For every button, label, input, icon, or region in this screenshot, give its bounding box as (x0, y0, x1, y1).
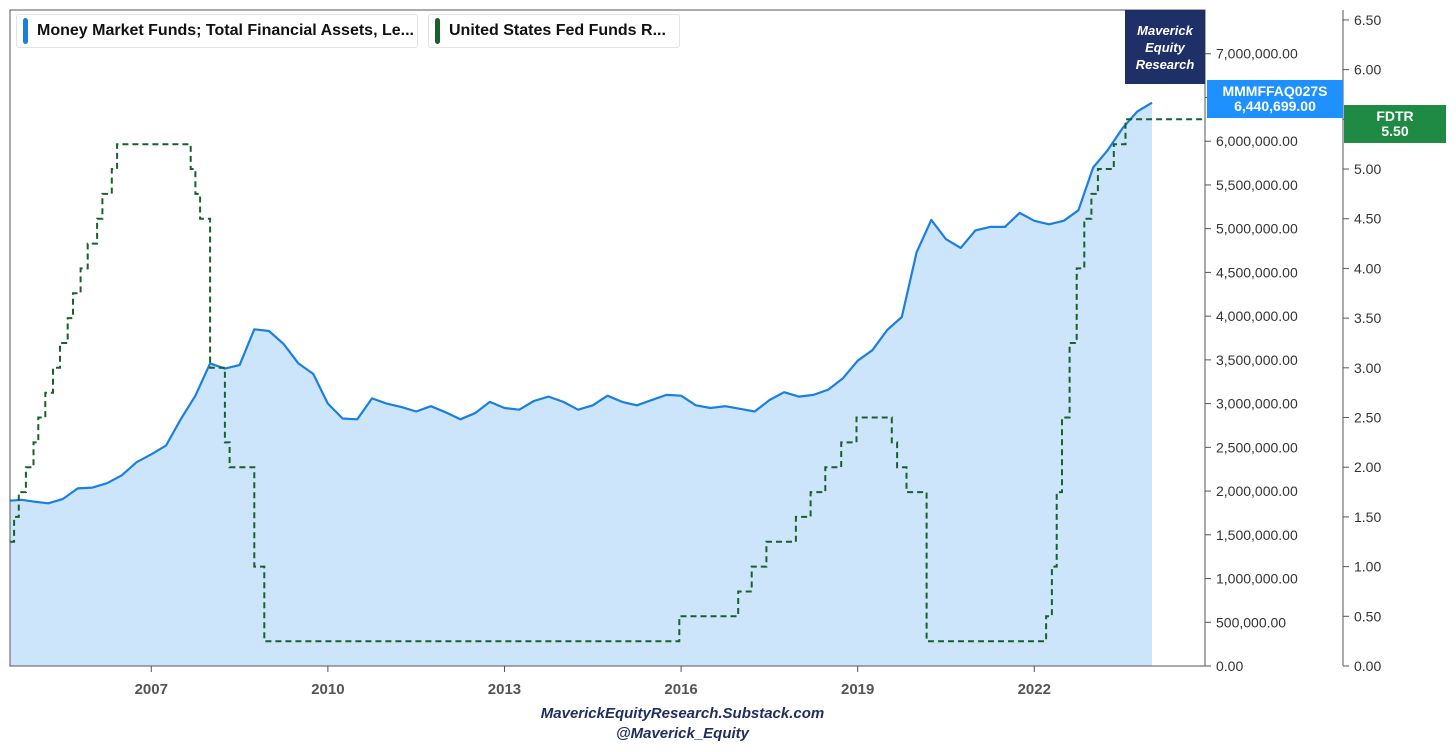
mmmf-tag-code: MMMFFAQ027S (1222, 83, 1328, 99)
left-tick-label: 0.00 (1216, 658, 1243, 674)
brand-logo: Maverick Equity Research (1125, 10, 1205, 84)
mmmf-area-fill (10, 102, 1152, 666)
left-y-axis: 0.00 500,000.00 1,000,000.00 1,500,000.00 2,… (1205, 46, 1298, 674)
left-tick-label: 4,500,000.00 (1216, 264, 1298, 280)
left-tick-label: 2,000,000.00 (1216, 483, 1298, 499)
fdtr-line-layer (10, 118, 1205, 643)
fdtr-tag-value: 5.50 (1381, 123, 1409, 139)
left-tick-label: 1,500,000.00 (1216, 527, 1298, 543)
legend-swatch-mmmf (23, 18, 28, 44)
fdtr-series-line (10, 118, 1205, 643)
left-tick-label: 5,000,000.00 (1216, 221, 1298, 237)
brand-line-1: Maverick (1137, 22, 1193, 38)
mmmf-value-tag: MMMFFAQ027S 6,440,699.00 (1207, 80, 1343, 118)
footer-handle: @Maverick_Equity (615, 725, 749, 742)
left-tick-label: 500,000.00 (1216, 614, 1286, 630)
right-y-axis: 0.00 0.50 1.00 1.50 2.00 2.50 3.00 3.50 4.00 4.50… (1342, 10, 1381, 674)
right-tick-label: 0.50 (1354, 608, 1381, 624)
brand-line-3: Research (1135, 56, 1195, 72)
right-tick-label: 3.50 (1354, 310, 1381, 326)
left-tick-label: 7,000,000.00 (1216, 46, 1298, 62)
left-tick-label: 3,500,000.00 (1216, 352, 1298, 368)
right-tick-label: 2.50 (1354, 410, 1381, 426)
right-tick-label: 4.00 (1354, 260, 1381, 276)
mmmf-tag-value: 6,440,699.00 (1234, 98, 1316, 114)
legend-label-fdtr: United States Fed Funds R... (449, 22, 666, 39)
plot-border (9, 9, 1206, 667)
x-tick-label: 2022 (1018, 681, 1051, 698)
right-tick-label: 1.50 (1354, 509, 1381, 525)
right-tick-label: 2.00 (1354, 459, 1381, 475)
right-tick-label: 3.00 (1354, 360, 1381, 376)
fdtr-value-tag: FDTR 5.50 (1344, 105, 1446, 143)
mmmf-series-line (9, 101, 1153, 505)
left-tick-label: 3,000,000.00 (1216, 396, 1298, 412)
plot-frame (9, 9, 1206, 667)
mmmf-area-layer (9, 101, 1153, 666)
x-tick-label: 2010 (311, 681, 344, 698)
x-tick-label: 2007 (135, 681, 168, 698)
right-tick-label: 1.00 (1354, 559, 1381, 575)
right-tick-label: 0.00 (1354, 658, 1381, 674)
right-tick-label: 6.50 (1354, 12, 1381, 28)
footer-website: MaverickEquityResearch.Substack.com (540, 705, 825, 722)
left-tick-label: 5,500,000.00 (1216, 177, 1298, 193)
left-tick-label: 6,000,000.00 (1216, 133, 1298, 149)
legend-item-fdtr[interactable]: United States Fed Funds R... (428, 14, 680, 48)
fdtr-tag-code: FDTR (1376, 108, 1414, 124)
left-tick-label: 1,000,000.00 (1216, 571, 1298, 587)
legend-label-mmmf: Money Market Funds; Total Financial Asse… (37, 22, 414, 39)
brand-line-2: Equity (1145, 39, 1185, 55)
x-tick-label: 2019 (841, 681, 874, 698)
legend-swatch-fdtr (435, 18, 440, 44)
left-tick-label: 4,000,000.00 (1216, 308, 1298, 324)
right-tick-label: 4.50 (1354, 211, 1381, 227)
right-tick-label: 6.00 (1354, 62, 1381, 78)
right-tick-label: 5.00 (1354, 161, 1381, 177)
x-tick-label: 2016 (664, 681, 697, 698)
x-tick-label: 2013 (488, 681, 521, 698)
legend-item-mmmf[interactable]: Money Market Funds; Total Financial Asse… (16, 14, 418, 48)
left-tick-label: 2,500,000.00 (1216, 439, 1298, 455)
x-axis: 2007 2010 2013 2016 2019 2022 (135, 666, 1051, 698)
